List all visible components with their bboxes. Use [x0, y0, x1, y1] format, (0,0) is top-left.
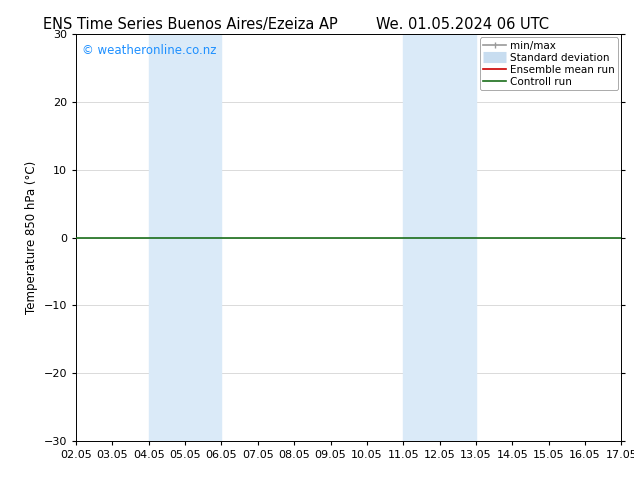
- Text: © weatheronline.co.nz: © weatheronline.co.nz: [82, 45, 216, 57]
- Bar: [403, 34, 439, 441]
- Legend: min/max, Standard deviation, Ensemble mean run, Controll run: min/max, Standard deviation, Ensemble me…: [480, 37, 618, 90]
- Bar: [185, 34, 221, 441]
- Bar: [149, 34, 185, 441]
- Text: We. 01.05.2024 06 UTC: We. 01.05.2024 06 UTC: [377, 17, 549, 32]
- Text: ENS Time Series Buenos Aires/Ezeiza AP: ENS Time Series Buenos Aires/Ezeiza AP: [43, 17, 337, 32]
- Bar: [439, 34, 476, 441]
- Y-axis label: Temperature 850 hPa (°C): Temperature 850 hPa (°C): [25, 161, 38, 314]
